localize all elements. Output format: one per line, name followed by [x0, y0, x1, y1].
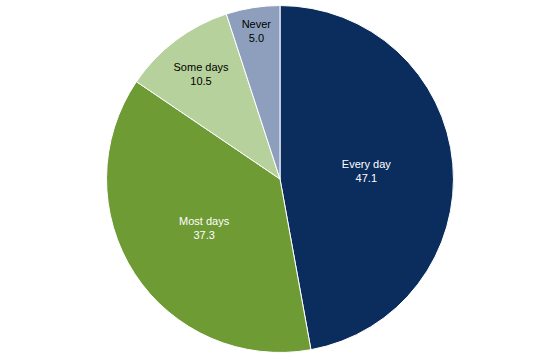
svg-text:Some days10.5: Some days10.5 [174, 61, 230, 87]
svg-text:Most days37.3: Most days37.3 [179, 215, 230, 241]
svg-text:Never5.0: Never5.0 [242, 18, 272, 44]
svg-text:Every day47.1: Every day47.1 [342, 158, 391, 184]
